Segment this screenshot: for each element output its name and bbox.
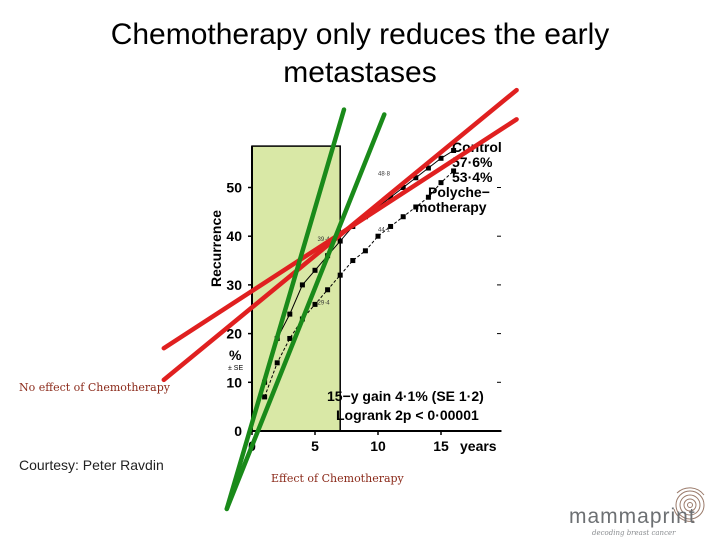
series-point-control (413, 175, 419, 181)
summary-logrank: Logrank 2p < 0·00001 (336, 407, 479, 423)
series-point-polychemotherapy (362, 248, 368, 254)
logo-mark (673, 487, 705, 522)
y-tick-label: 30 (226, 277, 242, 293)
poly-label-line-2: motherapy (415, 199, 487, 215)
series-point-polychemotherapy (262, 394, 268, 400)
series-point-polychemotherapy (375, 233, 381, 239)
slide-title-line-2: metastases (283, 56, 437, 89)
series-point-polychemotherapy (325, 287, 331, 293)
series-point-polychemotherapy (337, 272, 343, 278)
series-point-control (312, 267, 318, 273)
summary-gain: 15−y gain 4·1% (SE 1·2) (327, 388, 484, 404)
series-point-polychemotherapy (438, 180, 444, 186)
series-point-polychemotherapy (425, 194, 431, 200)
series-point-polychemotherapy (400, 214, 406, 220)
y-tick-label: 40 (226, 228, 242, 244)
series-point-control (451, 147, 457, 153)
series-line-polychemotherapy (264, 170, 454, 398)
x-tick-label: 15 (433, 438, 449, 454)
series-point-polychemotherapy (388, 223, 394, 229)
point-annotation: 29·4 (318, 300, 331, 306)
red-trend-line (161, 117, 519, 351)
series-point-control (299, 282, 305, 288)
series-point-polychemotherapy (312, 301, 318, 307)
point-annotation: 44·1 (378, 227, 391, 233)
green-trend-line (224, 112, 387, 512)
note-effect: Effect of Chemotherapy (271, 472, 404, 485)
series-point-control (388, 194, 394, 200)
poly-label-line-1: Polyche− (428, 184, 490, 200)
note-no-effect: No effect of Chemotherapy (19, 381, 170, 394)
green-trend-line (224, 107, 347, 512)
x-tick-label: 5 (311, 438, 319, 454)
control-value: 57·6% (452, 154, 493, 170)
x-tick-label: 10 (370, 438, 386, 454)
series-point-control (400, 185, 406, 190)
y-axis-unit: % (229, 347, 242, 363)
point-annotation: 48·8 (378, 171, 391, 177)
series-point-polychemotherapy (413, 204, 419, 210)
y-tick-label: 20 (226, 326, 242, 342)
poly-value: 53·4% (452, 169, 493, 185)
series-point-control (425, 165, 431, 171)
slide-title: Chemotherapy only reduces the early meta… (60, 16, 660, 92)
series-point-polychemotherapy (274, 360, 280, 366)
series-point-polychemotherapy (350, 258, 356, 264)
slide-title-line-1: Chemotherapy only reduces the early (110, 18, 610, 51)
courtesy-text: Courtesy: Peter Ravdin (19, 457, 164, 473)
series-point-polychemotherapy (287, 335, 293, 341)
logo-wordmark: mammaprint (569, 505, 696, 528)
y-axis-label: Recurrence (208, 210, 224, 287)
x-axis-label: years (460, 438, 497, 454)
series-point-control (287, 311, 293, 317)
y-axis-unit-sub: ± SE (228, 365, 243, 372)
y-tick-label: 10 (226, 374, 242, 390)
logo-tagline: decoding breast cancer (592, 529, 676, 537)
y-tick-label: 0 (234, 423, 242, 439)
y-tick-label: 50 (226, 180, 242, 196)
series-point-polychemotherapy (451, 168, 457, 174)
point-annotation: 39·4 (318, 237, 331, 243)
series-point-control (337, 238, 343, 244)
series-point-control (438, 155, 444, 161)
